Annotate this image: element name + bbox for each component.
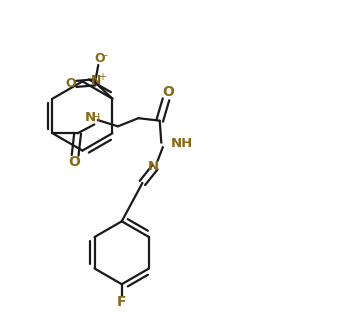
- Text: O: O: [94, 52, 105, 65]
- Text: F: F: [117, 294, 127, 308]
- Text: +: +: [98, 72, 106, 82]
- Text: N: N: [148, 160, 159, 173]
- Text: O: O: [163, 85, 175, 100]
- Text: N: N: [91, 74, 101, 87]
- Text: O: O: [69, 155, 81, 169]
- Text: -: -: [103, 50, 107, 60]
- Text: H: H: [92, 113, 101, 123]
- Text: O: O: [65, 77, 76, 91]
- Text: N: N: [85, 111, 96, 124]
- Text: NH: NH: [171, 137, 193, 150]
